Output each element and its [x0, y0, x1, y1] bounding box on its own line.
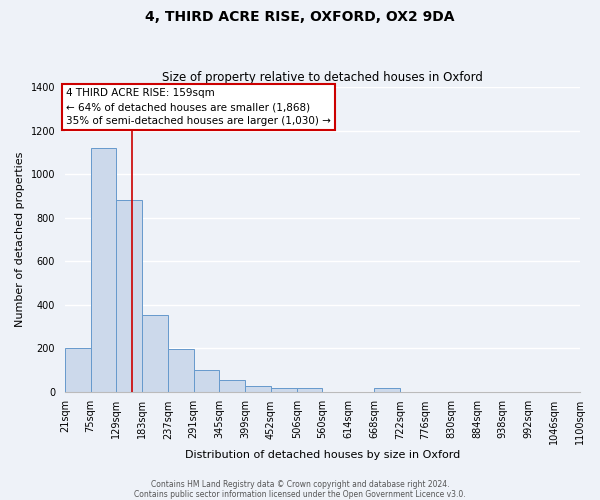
Bar [194, 370, 220, 392]
Text: Contains public sector information licensed under the Open Government Licence v3: Contains public sector information licen… [134, 490, 466, 499]
Bar [168, 349, 194, 392]
Bar [65, 348, 91, 392]
Text: Contains HM Land Registry data © Crown copyright and database right 2024.: Contains HM Land Registry data © Crown c… [151, 480, 449, 489]
Title: Size of property relative to detached houses in Oxford: Size of property relative to detached ho… [162, 72, 483, 85]
Bar [271, 388, 296, 392]
X-axis label: Distribution of detached houses by size in Oxford: Distribution of detached houses by size … [185, 450, 460, 460]
Text: 4 THIRD ACRE RISE: 159sqm
← 64% of detached houses are smaller (1,868)
35% of se: 4 THIRD ACRE RISE: 159sqm ← 64% of detac… [66, 88, 331, 126]
Bar [220, 380, 245, 392]
Bar [296, 388, 322, 392]
Bar [142, 316, 168, 392]
Bar [245, 386, 271, 392]
Bar [91, 148, 116, 392]
Bar [116, 200, 142, 392]
Y-axis label: Number of detached properties: Number of detached properties [15, 152, 25, 327]
Text: 4, THIRD ACRE RISE, OXFORD, OX2 9DA: 4, THIRD ACRE RISE, OXFORD, OX2 9DA [145, 10, 455, 24]
Bar [374, 388, 400, 392]
